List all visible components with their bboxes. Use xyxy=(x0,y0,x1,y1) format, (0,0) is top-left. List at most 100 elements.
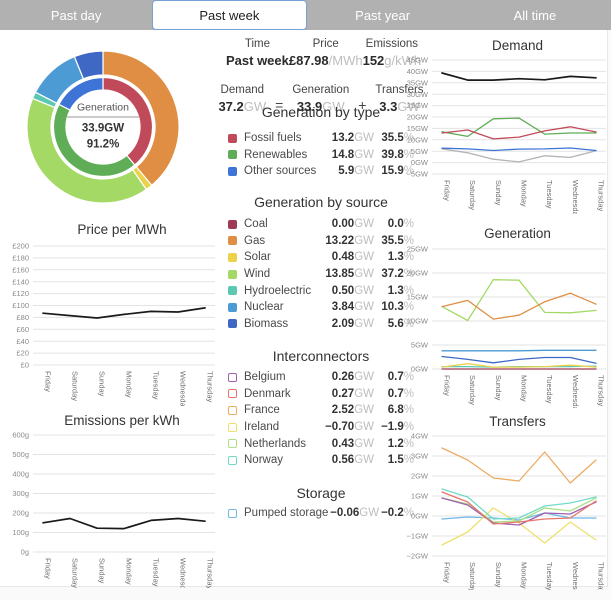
emissions-chart-title: Emissions per kWh xyxy=(64,413,180,428)
y-tick-label: 0GW xyxy=(411,512,429,521)
donut-svg xyxy=(26,50,180,204)
legend-percent: 5.6% xyxy=(387,317,414,330)
series-line-ireland xyxy=(441,507,597,546)
donut-center-percent: 91.2% xyxy=(86,138,120,150)
legend-percent: 1.5% xyxy=(387,454,414,467)
stat-time-value: Past week xyxy=(226,53,289,68)
series-line-fossil-fuels xyxy=(441,126,597,140)
legend-row-norway: Norway 0.56GW 1.5% xyxy=(226,452,416,469)
y-tick-label: 40GW xyxy=(407,67,429,76)
legend-value: 0.50GW xyxy=(331,284,374,297)
legend-label: Nuclear xyxy=(244,301,284,314)
coal-color-swatch xyxy=(228,219,237,229)
x-tick-label-wednesday: Wednesday xyxy=(571,562,580,590)
series-line-solar xyxy=(441,363,597,368)
legend-row-gas: Gas 13.22GW 35.5% xyxy=(226,233,416,250)
x-tick-label-thursday: Thursday xyxy=(206,558,215,588)
legend-label: Wind xyxy=(244,268,271,281)
legend-percent: −0.2% xyxy=(381,507,414,520)
equation-generation: Generation 33.9GW xyxy=(292,84,350,114)
generation-donut-chart: Generation 33.9GW 91.2% xyxy=(25,49,181,205)
generation-by-type-section: Generation by type Fossil fuels 13.2GW 35.… xyxy=(226,104,416,180)
tab-past-year[interactable]: Past year xyxy=(355,7,411,23)
legend-percent: 1.3% xyxy=(387,251,414,264)
x-tick-label-friday: Friday xyxy=(44,558,53,579)
legend-label: Hydroelectric xyxy=(244,284,312,297)
stat-time-label: Time xyxy=(244,38,270,50)
legend-row-ireland: Ireland −0.70GW −1.9% xyxy=(226,419,416,436)
y-tick-label: £20 xyxy=(16,349,29,358)
legend-row-france: France 2.52GW 6.8% xyxy=(226,402,416,419)
tab-past-week[interactable]: Past week xyxy=(152,0,307,30)
plus-sign: + xyxy=(358,97,367,113)
y-tick-label: 3GW xyxy=(411,452,429,461)
x-tick-label-tuesday: Tuesday xyxy=(545,562,554,590)
y-tick-label: −2GW xyxy=(407,552,429,561)
stat-time: Time Past week xyxy=(226,38,289,68)
price-chart-block: Price per MWh £200 £180 £160 £140 £120 £100 £8… xyxy=(0,222,218,411)
generation-by-type-title: Generation by type xyxy=(261,104,381,120)
price-svg: £200 £180 £160 £140 £120 £100 £80 £60 £40 £20 £0 Fr… xyxy=(12,242,215,411)
legend-label: Biomass xyxy=(244,317,289,330)
x-tick-label-tuesday: Tuesday xyxy=(545,180,554,209)
other-sources-color-swatch xyxy=(228,166,237,176)
donut-center-label: Generation 33.9GW 91.2% xyxy=(57,101,149,152)
legend-percent: 35.5% xyxy=(381,234,414,247)
solar-color-swatch xyxy=(228,252,237,262)
tab-all-time[interactable]: All time xyxy=(513,7,557,23)
legend-row-solar: Solar 0.48GW 1.3% xyxy=(226,249,416,266)
legend-label: Other sources xyxy=(244,165,317,178)
tab-past-day[interactable]: Past day xyxy=(50,7,102,23)
series-line-biomass xyxy=(441,355,597,364)
donut-center-value: 33.9GW xyxy=(81,122,125,135)
legend-percent: 0.0% xyxy=(387,218,414,231)
legend-label: Denmark xyxy=(244,387,291,400)
wind-color-swatch xyxy=(228,269,237,279)
legend-row-nuclear: Nuclear 3.84GW 10.3% xyxy=(226,299,416,316)
nuclear-color-swatch xyxy=(228,302,237,312)
x-tick-label-sunday: Sunday xyxy=(494,375,503,401)
x-tick-label-monday: Monday xyxy=(520,180,529,207)
y-tick-label: 35GW xyxy=(407,78,429,87)
donut-rings xyxy=(25,49,181,210)
legend-percent: 10.3% xyxy=(381,301,414,314)
equation-demand: Demand 37.2GW xyxy=(218,84,267,114)
interconnectors-title: Interconnectors xyxy=(272,348,370,364)
generation-chart-block: Generation 25GW 20GW 15GW 10GW 5GW 0GW Friday S… xyxy=(398,226,609,415)
y-tick-label: £60 xyxy=(16,325,29,334)
series-line-gas xyxy=(441,292,597,320)
generation-chart-title: Generation xyxy=(484,226,551,241)
series-line-france xyxy=(441,447,597,484)
legend-value: 0.00GW xyxy=(331,218,374,231)
denmark-color-swatch xyxy=(228,389,237,399)
legend-percent: 1.3% xyxy=(387,284,414,297)
legend-percent: 6.8% xyxy=(387,404,414,417)
x-tick-label-saturday: Saturday xyxy=(71,558,80,588)
y-tick-label: £180 xyxy=(12,254,29,263)
series-line-price xyxy=(42,307,206,319)
demand-chart-title: Demand xyxy=(491,38,544,53)
x-tick-label-monday: Monday xyxy=(520,375,529,402)
y-tick-label: 10GW xyxy=(407,317,429,326)
y-tick-label: 0g xyxy=(21,548,29,557)
y-tick-label: 500g xyxy=(12,450,29,459)
stat-emissions-value: 152g/kWh xyxy=(362,53,422,68)
legend-label: France xyxy=(244,404,280,417)
ireland-color-swatch xyxy=(228,422,237,432)
legend-percent: 35.5% xyxy=(381,132,414,145)
legend-value: 14.8GW xyxy=(331,148,374,161)
legend-row-denmark: Denmark 0.27GW 0.7% xyxy=(226,386,416,403)
y-tick-label: £80 xyxy=(16,313,29,322)
legend-row-hydroelectric: Hydroelectric 0.50GW 1.3% xyxy=(226,282,416,299)
x-tick-label-sunday: Sunday xyxy=(98,371,107,397)
legend-value: 2.52GW xyxy=(331,404,374,417)
y-tick-label: 100g xyxy=(12,528,29,537)
legend-value: 5.9GW xyxy=(338,165,375,178)
y-tick-label: 4GW xyxy=(411,432,429,441)
transfers-chart-canvas: 4GW 3GW 2GW 1GW 0GW −1GW −2GW Friday Saturday Sun… xyxy=(398,432,609,600)
storage-title: Storage xyxy=(296,485,346,501)
generation-chart-canvas: 25GW 20GW 15GW 10GW 5GW 0GW Friday Saturday Sund… xyxy=(398,244,609,415)
price-chart-canvas: £200 £180 £160 £140 £120 £100 £80 £60 £40 £20 £0 Fr… xyxy=(0,240,218,411)
x-tick-label-saturday: Saturday xyxy=(71,371,80,401)
x-tick-label-monday: Monday xyxy=(125,371,134,398)
